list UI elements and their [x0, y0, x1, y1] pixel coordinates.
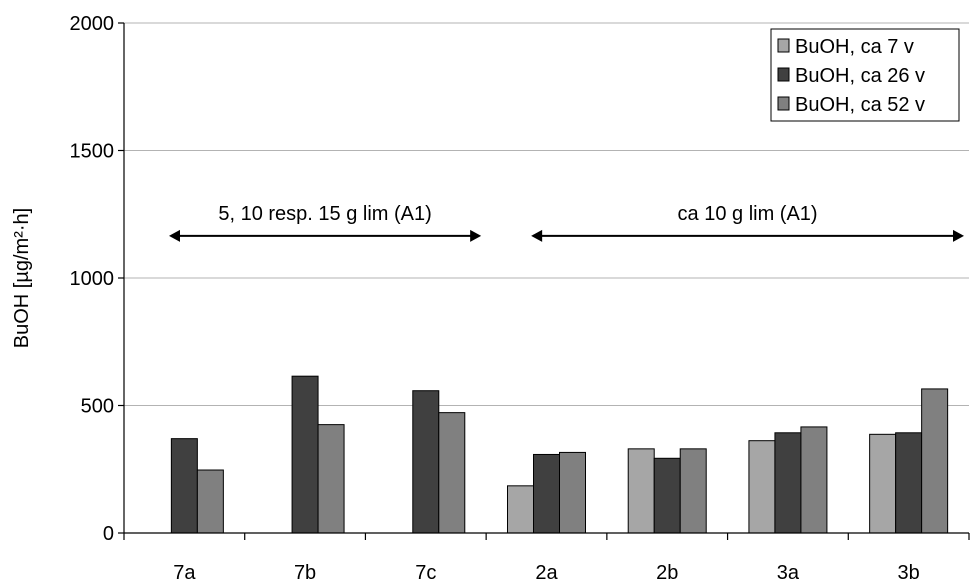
bar [921, 388, 949, 534]
bar [196, 469, 224, 534]
annotation-label: ca 10 g lim (A1) [678, 203, 818, 225]
arrowhead-right [470, 229, 482, 242]
legend-swatch [777, 38, 790, 53]
legend-label: BuOH, ca 26 v [795, 65, 925, 87]
axis-ticks: 0 500 1000 1500 2000 7a 7b 7c 2a 2b 3a 3b [70, 13, 970, 584]
bar [748, 440, 776, 534]
legend-label: BuOH, ca 52 v [795, 94, 925, 116]
annotations: 5, 10 resp. 15 g lim (A1) ca 10 g lim (A1… [169, 203, 964, 242]
bar [653, 457, 681, 534]
y-tick-label: 1500 [70, 141, 115, 163]
x-tick-label: 7b [294, 562, 316, 584]
bar [559, 451, 586, 534]
bar [412, 390, 440, 534]
y-tick-label: 0 [103, 523, 114, 545]
arrowhead-right [953, 229, 964, 242]
legend: BuOH, ca 7 v BuOH, ca 26 v BuOH, ca 52 v [770, 28, 960, 122]
x-tick-label: 2a [535, 562, 558, 584]
bars [170, 375, 949, 534]
bar [507, 485, 534, 534]
bar [533, 453, 560, 534]
bar [438, 412, 466, 534]
legend-box [770, 28, 960, 122]
x-tick-label: 7a [173, 562, 196, 584]
arrowhead-left [169, 229, 180, 242]
legend-swatch [777, 96, 790, 111]
y-tick-label: 500 [81, 396, 114, 418]
arrowhead-left [531, 229, 543, 242]
bar [895, 432, 923, 534]
bar [170, 438, 198, 534]
x-tick-label: 3b [898, 562, 920, 584]
y-axis-label: BuOH [µg/m²·h] [11, 208, 33, 348]
bar [627, 448, 655, 534]
gridlines [124, 22, 969, 406]
bar [774, 432, 802, 534]
y-tick-label: 1000 [70, 268, 115, 290]
legend-swatch [777, 67, 790, 82]
x-tick-label: 3a [777, 562, 800, 584]
bar [869, 433, 897, 534]
bar [291, 375, 319, 534]
y-tick-label: 2000 [70, 13, 115, 35]
bar [317, 424, 345, 534]
x-tick-label: 7c [415, 562, 436, 584]
x-tick-label: 2b [656, 562, 678, 584]
bar [679, 448, 707, 534]
bar [800, 426, 828, 534]
annotation-label: 5, 10 resp. 15 g lim (A1) [218, 203, 431, 225]
legend-label: BuOH, ca 7 v [795, 36, 914, 58]
